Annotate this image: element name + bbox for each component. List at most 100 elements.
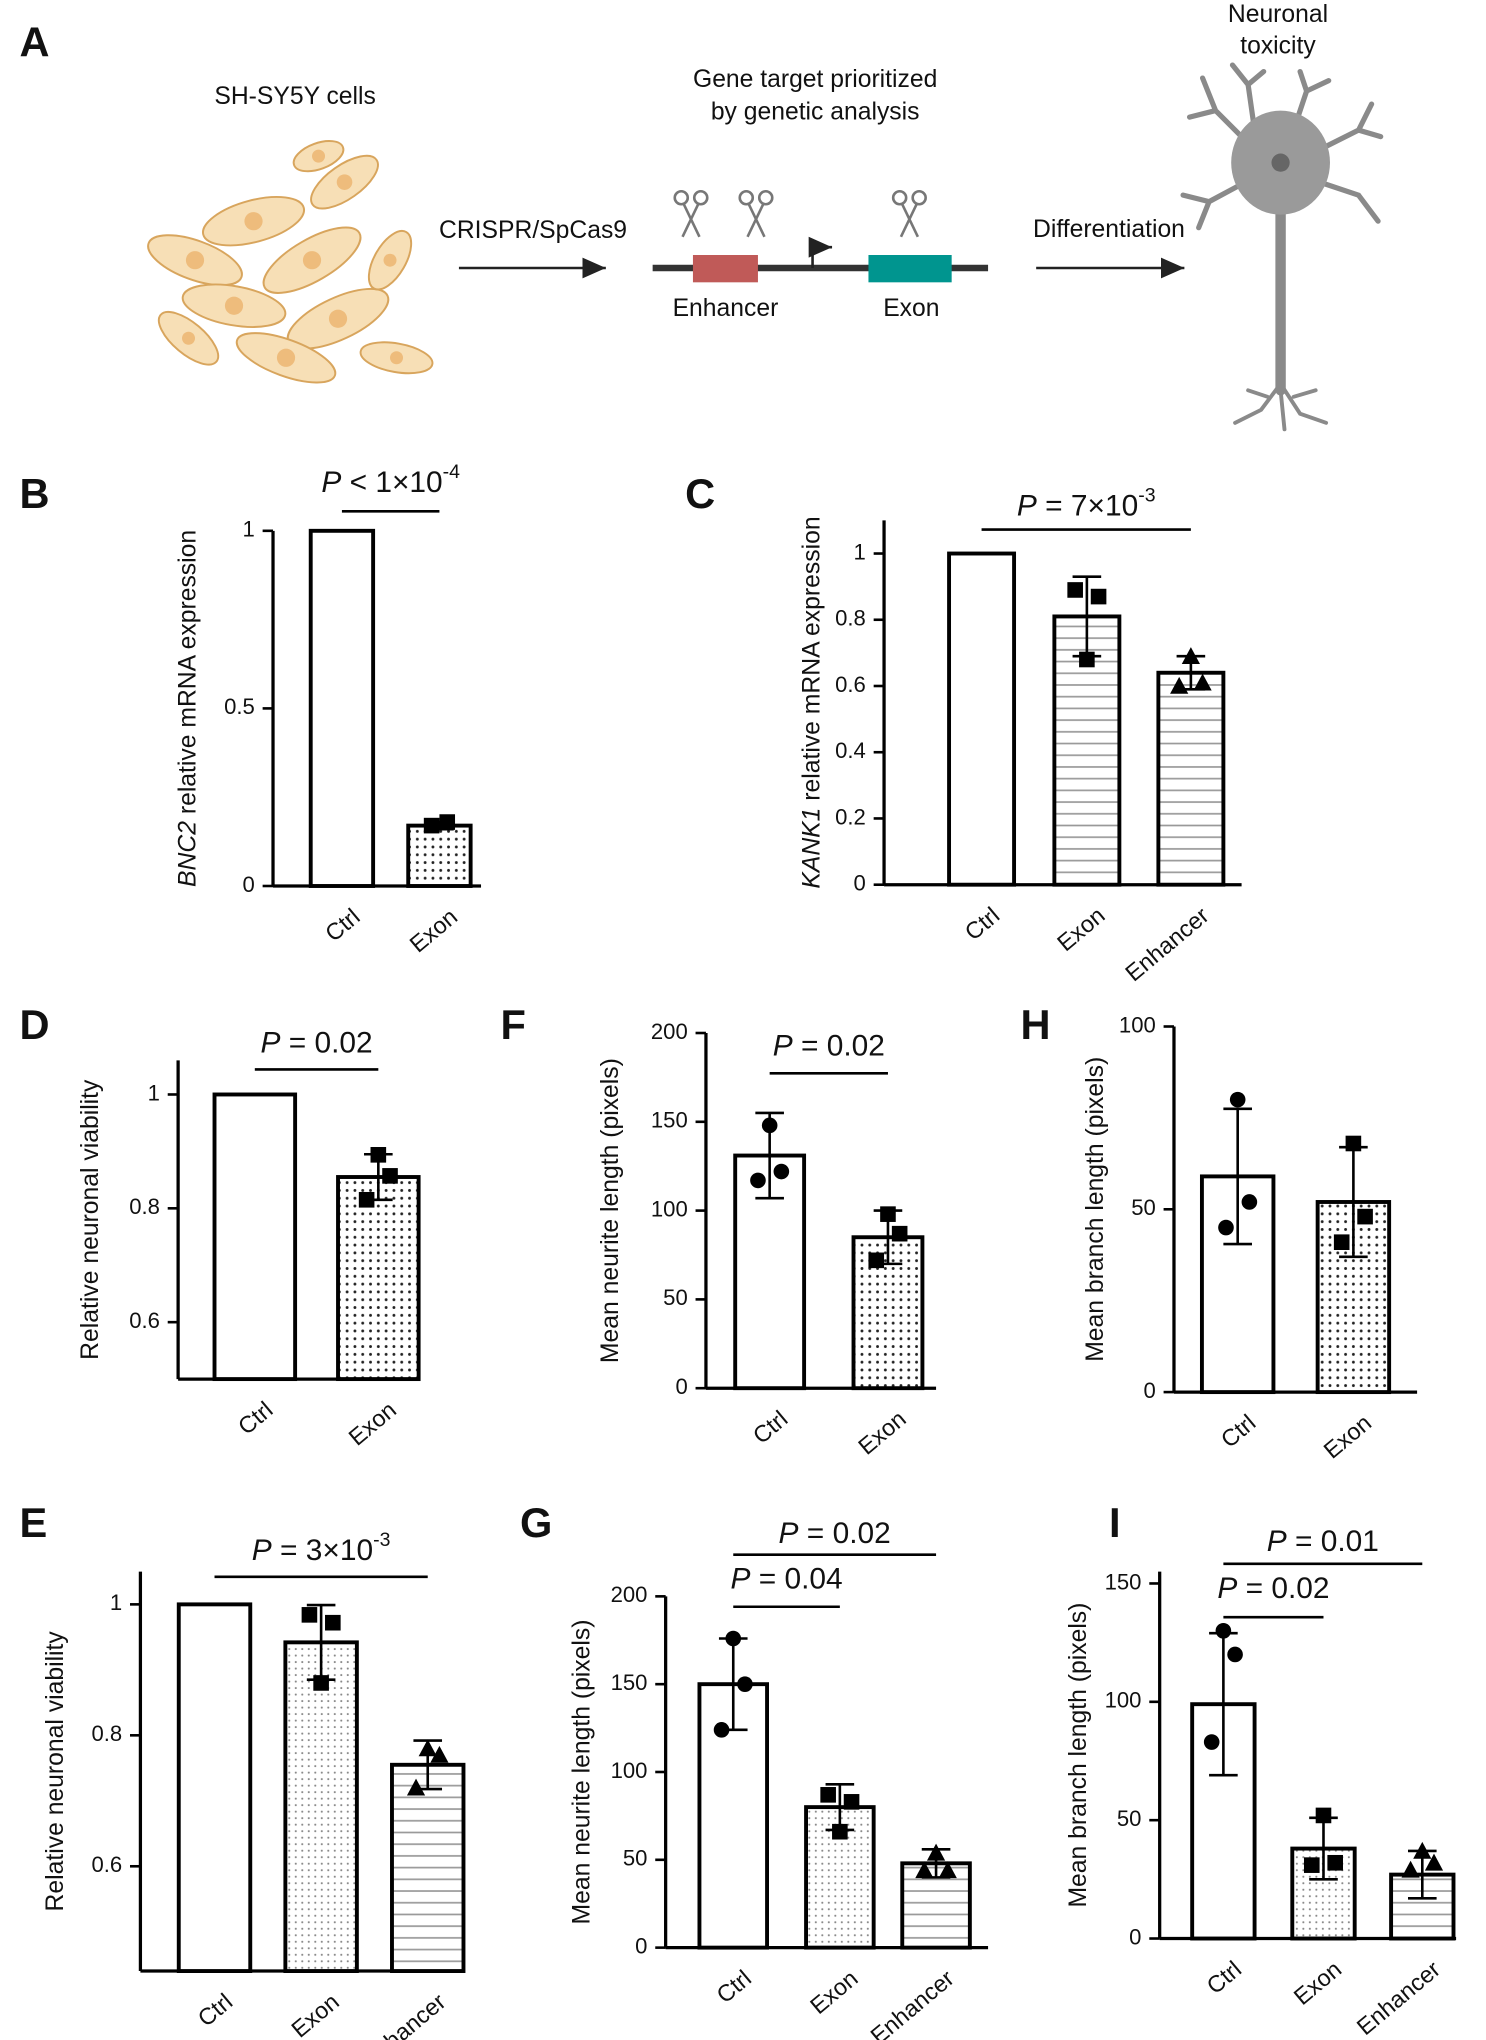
data-point — [1241, 1194, 1258, 1210]
x-tick-label: Enhancer — [1120, 902, 1214, 986]
y-tick-label: 50 — [663, 1285, 688, 1310]
label-text: relative mRNA expression — [174, 530, 201, 821]
data-point — [325, 1614, 341, 1631]
p-value: P = 3×10-3 — [252, 1529, 391, 1567]
data-point — [358, 1191, 375, 1208]
bar — [1315, 1200, 1392, 1395]
label-text: Mean neurite length (pixels) — [568, 1620, 595, 1925]
label-text: Mean branch length (pixels) — [1082, 1057, 1109, 1362]
data-point — [725, 1630, 742, 1647]
promoter-arrow — [808, 236, 833, 269]
chart: F Mean neurite length (pixels) 0 50 100 150 20… — [501, 1001, 937, 1460]
chart: H Mean branch length (pixels) 0 50 100 Ctrl Ex… — [1021, 1001, 1418, 1464]
p-value: P = 0.02 — [260, 1027, 372, 1060]
step-label: CRISPR/SpCas9 — [439, 217, 627, 244]
data-point — [382, 1168, 398, 1184]
label-text: Mean branch length (pixels) — [1065, 1603, 1092, 1908]
x-tick-label: Exon — [286, 1988, 344, 2040]
p-text: = 0.02 — [793, 1029, 885, 1062]
y-tick-label: 0 — [1143, 1378, 1155, 1403]
data-point — [430, 1745, 449, 1763]
p-symbol: P — [773, 1029, 793, 1062]
y-axis-label: Mean neurite length (pixels) — [597, 1058, 624, 1363]
data-point — [1067, 582, 1083, 598]
y-tick-label: 0.8 — [92, 1721, 123, 1746]
label-text: Mean neurite length (pixels) — [597, 1058, 624, 1363]
data-point — [750, 1172, 766, 1189]
x-tick-label: Exon — [1052, 902, 1110, 956]
data-point — [1090, 588, 1107, 605]
x-tick-label: Ctrl — [320, 903, 365, 946]
data-point — [423, 817, 440, 834]
data-point — [773, 1163, 790, 1180]
panel-label: I — [1109, 1499, 1121, 1546]
nucleus — [1271, 153, 1290, 172]
data-point — [301, 1607, 318, 1623]
y-tick-label: 1 — [110, 1590, 122, 1615]
y-tick-label: 100 — [651, 1196, 688, 1221]
x-tick-label: Ctrl — [1202, 1956, 1247, 1999]
data-point — [1424, 1853, 1444, 1871]
x-tick-label: Ctrl — [711, 1965, 756, 2008]
y-tick-label: 100 — [1119, 1012, 1156, 1037]
enhancer-box — [692, 255, 758, 283]
y-axis-label: Mean branch length (pixels) — [1082, 1057, 1109, 1362]
panel-label: D — [20, 1001, 50, 1048]
panel-label: H — [1021, 1001, 1051, 1048]
data-point — [713, 1722, 730, 1738]
p-text: = 0.02 — [280, 1027, 372, 1060]
data-point — [1327, 1854, 1343, 1871]
x-tick-label: Exon — [853, 1405, 911, 1459]
data-point — [1193, 673, 1212, 691]
y-tick-label: 0.6 — [129, 1308, 160, 1333]
y-tick-label: 0.5 — [224, 694, 255, 719]
panel-label: E — [20, 1499, 48, 1546]
data-point — [915, 1861, 934, 1879]
x-tick-label: Enhancer — [865, 1965, 959, 2040]
data-point — [1227, 1646, 1243, 1663]
y-axis-label: Mean branch length (pixels) — [1065, 1603, 1092, 1908]
p-value: P < 1×10-4 — [321, 461, 460, 499]
data-point — [313, 1675, 329, 1691]
p-symbol: P — [252, 1534, 272, 1567]
x-tick-label: Exon — [344, 1396, 402, 1450]
y-tick-label: 200 — [611, 1582, 648, 1607]
target-title: by genetic analysis — [711, 99, 920, 126]
bar — [308, 528, 376, 888]
x-tick-label: Exon — [405, 903, 463, 957]
data-point — [1203, 1734, 1220, 1750]
chart: D Relative neuronal viability 0.6 0.8 1 Ctrl E… — [20, 1001, 421, 1451]
y-tick-label: 150 — [1105, 1569, 1142, 1594]
p-exponent: -4 — [443, 461, 460, 483]
y-tick-label: 100 — [1105, 1688, 1142, 1713]
enhancer-label: Enhancer — [673, 295, 779, 322]
y-tick-label: 200 — [651, 1019, 688, 1044]
p-text: = 0.04 — [750, 1563, 842, 1596]
p-text: = 7×10 — [1037, 489, 1138, 522]
y-tick-label: 0 — [243, 872, 255, 897]
data-point — [1170, 676, 1189, 694]
p-symbol: P — [730, 1563, 750, 1596]
p-text: = 0.02 — [798, 1517, 890, 1550]
p-value: P = 0.01 — [1267, 1525, 1379, 1558]
x-tick-label: Ctrl — [233, 1396, 278, 1439]
p-text: = 3×10 — [272, 1534, 373, 1567]
p-symbol: P — [321, 466, 341, 499]
data-point — [1215, 1623, 1232, 1639]
y-tick-label: 50 — [1117, 1806, 1142, 1831]
y-axis-label: KANK1 relative mRNA expression — [798, 516, 825, 888]
chart: G Mean neurite length (pixels) 0 50 100 150 20… — [520, 1499, 989, 2040]
p-symbol: P — [779, 1517, 799, 1550]
y-tick-label: 0.8 — [129, 1194, 160, 1219]
data-point — [891, 1225, 908, 1242]
data-point — [843, 1794, 860, 1810]
bar — [176, 1602, 253, 1973]
data-point — [868, 1252, 885, 1269]
label-text: Relative neuronal viability — [77, 1079, 104, 1360]
exon-label: Exon — [883, 295, 939, 322]
panel-a: A SH-SY5Y cells CRISPR/SpCas9 Gene targe… — [20, 1, 1384, 432]
data-point — [926, 1843, 946, 1861]
y-tick-label: 1 — [854, 539, 866, 564]
p-text: < 1×10 — [341, 466, 442, 499]
